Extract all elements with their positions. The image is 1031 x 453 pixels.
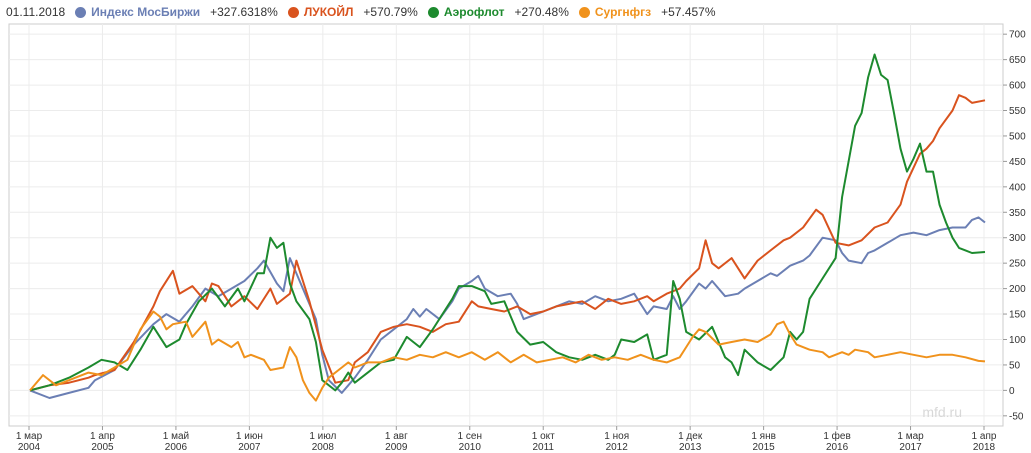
x-tick-year: 2016 bbox=[826, 442, 849, 453]
legend-name: Сургнфгз bbox=[594, 5, 652, 19]
y-tick-label: 350 bbox=[1009, 208, 1026, 219]
y-tick-label: 500 bbox=[1009, 131, 1026, 142]
x-tick-year: 2007 bbox=[238, 442, 261, 453]
x-tick-label: 1 янв bbox=[751, 431, 776, 442]
x-tick-label: 1 май bbox=[163, 431, 189, 442]
legend-change: +570.79% bbox=[363, 5, 418, 19]
legend-change: +57.457% bbox=[661, 5, 716, 19]
series-line-0[interactable] bbox=[29, 216, 986, 399]
legend-name: Индекс МосБиржи bbox=[91, 5, 201, 19]
y-tick-label: 400 bbox=[1009, 182, 1026, 193]
series-line-1[interactable] bbox=[29, 94, 986, 392]
x-tick-year: 2006 bbox=[165, 442, 188, 453]
y-tick-label: 550 bbox=[1009, 106, 1026, 117]
y-tick-label: 100 bbox=[1009, 335, 1026, 346]
y-tick-label: 600 bbox=[1009, 81, 1026, 92]
x-tick-year: 2012 bbox=[606, 442, 629, 453]
x-tick-label: 1 июл bbox=[309, 431, 336, 442]
date-label: 01.11.2018 bbox=[6, 5, 66, 19]
legend-item-lukoil[interactable]: ЛУКОЙЛ +570.79% bbox=[287, 5, 418, 19]
plot-area bbox=[8, 23, 1004, 427]
series-lines bbox=[29, 53, 986, 402]
x-tick-label: 1 апр bbox=[972, 431, 997, 442]
y-tick-label: 700 bbox=[1009, 30, 1026, 41]
y-tick-label: 250 bbox=[1009, 259, 1026, 270]
x-tick-year: 2008 bbox=[312, 442, 335, 453]
x-tick-year: 2010 bbox=[459, 442, 482, 453]
x-tick-year: 2009 bbox=[385, 442, 408, 453]
x-tick-label: 1 мар bbox=[16, 431, 43, 442]
y-axis: -50 0 50 100 150 200 250 300 350 400 450 500 550 600 6… bbox=[1003, 30, 1026, 422]
y-tick-label: 650 bbox=[1009, 55, 1026, 66]
x-tick-year: 2004 bbox=[18, 442, 41, 453]
series-line-2[interactable] bbox=[29, 53, 986, 392]
x-tick-label: 1 окт bbox=[532, 431, 555, 442]
chart-legend: 01.11.2018 Индекс МосБиржи +327.6318% ЛУ… bbox=[6, 3, 726, 21]
series-line-3[interactable] bbox=[29, 310, 986, 402]
legend-marker-icon bbox=[427, 6, 439, 18]
y-tick-label: 300 bbox=[1009, 233, 1026, 244]
x-tick-label: 1 авг bbox=[385, 431, 408, 442]
legend-marker-icon bbox=[75, 6, 87, 18]
y-tick-label: 50 bbox=[1009, 360, 1021, 371]
legend-marker-icon bbox=[287, 6, 299, 18]
x-tick-label: 1 июн bbox=[236, 431, 263, 442]
legend-change: +327.6318% bbox=[210, 5, 278, 19]
y-tick-label: 150 bbox=[1009, 310, 1026, 321]
y-tick-label: 0 bbox=[1009, 386, 1015, 397]
grid bbox=[9, 24, 1003, 426]
x-tick-label: 1 ноя bbox=[604, 431, 629, 442]
y-tick-label: -50 bbox=[1009, 411, 1024, 422]
x-tick-label: 1 мар bbox=[897, 431, 924, 442]
x-tick-year: 2015 bbox=[752, 442, 775, 453]
x-tick-label: 1 дек bbox=[678, 431, 703, 442]
y-tick-label: 200 bbox=[1009, 284, 1026, 295]
x-tick-year: 2018 bbox=[973, 442, 996, 453]
x-tick-label: 1 фев bbox=[823, 430, 850, 442]
legend-item-aeroflot[interactable]: Аэрофлот +270.48% bbox=[427, 5, 569, 19]
x-tick-year: 2011 bbox=[532, 442, 554, 453]
y-tick-label: 450 bbox=[1009, 157, 1026, 168]
x-tick-label: 1 апр bbox=[90, 431, 115, 442]
x-tick-year: 2017 bbox=[899, 442, 922, 453]
legend-name: Аэрофлот bbox=[443, 5, 505, 19]
legend-marker-icon bbox=[578, 6, 590, 18]
x-tick-label: 1 сен bbox=[458, 431, 482, 442]
legend-item-surgut[interactable]: Сургнфгз +57.457% bbox=[578, 5, 716, 19]
legend-change: +270.48% bbox=[514, 5, 569, 19]
watermark: mfd.ru bbox=[922, 404, 962, 420]
x-tick-year: 2005 bbox=[91, 442, 114, 453]
x-tick-year: 2013 bbox=[679, 442, 702, 453]
legend-name: ЛУКОЙЛ bbox=[303, 5, 354, 19]
legend-item-moex[interactable]: Индекс МосБиржи +327.6318% bbox=[75, 5, 278, 19]
